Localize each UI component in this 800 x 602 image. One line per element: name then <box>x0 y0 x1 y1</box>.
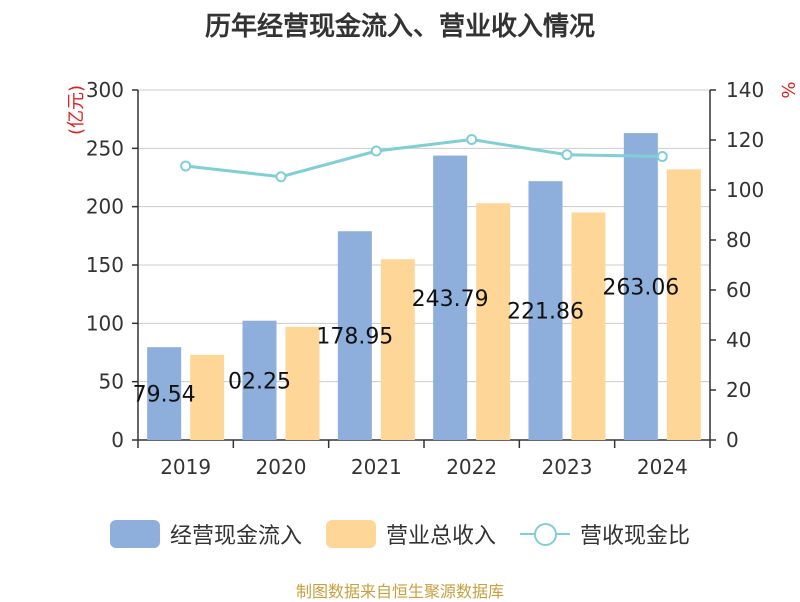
data-label-cash-inflow: 263.06 <box>602 276 679 301</box>
legend-swatch-revenue <box>325 520 376 548</box>
legend-label-revenue: 营业总收入 <box>385 524 496 549</box>
left-tick-label: 250 <box>86 136 124 160</box>
right-tick-label: 0 <box>726 428 739 452</box>
left-tick-label: 50 <box>99 370 124 394</box>
bar-cash-inflow[interactable] <box>528 181 563 440</box>
bar-cash-inflow[interactable] <box>242 320 277 440</box>
chart-title: 历年经营现金流入、营业收入情况 <box>204 12 595 42</box>
data-label-cash-inflow: 243.79 <box>412 287 489 312</box>
legend-label-cash-inflow: 经营现金流入 <box>169 524 302 549</box>
bar-cash-inflow[interactable] <box>147 347 182 440</box>
bar-revenue[interactable] <box>190 354 225 440</box>
line-ratio <box>185 137 663 179</box>
point-ratio[interactable] <box>370 145 382 157</box>
data-label-cash-inflow: 178.95 <box>316 325 393 350</box>
right-tick-label: 100 <box>726 178 764 202</box>
point-ratio[interactable] <box>180 160 192 172</box>
right-tick-label: 80 <box>726 228 751 252</box>
source-note: 制图数据来自恒生聚源数据库 <box>295 582 504 601</box>
x-tick-label: 2021 <box>351 455 402 479</box>
x-tick-label: 2022 <box>446 455 497 479</box>
legend-swatch-ratio <box>520 520 570 548</box>
bar-revenue[interactable] <box>571 212 606 441</box>
legend-item-revenue[interactable]: 营业总收入 <box>325 518 496 550</box>
legend-item-ratio[interactable]: 营收现金比 <box>520 518 690 550</box>
bar-revenue[interactable] <box>666 169 701 441</box>
data-label-cash-inflow: 221.86 <box>507 300 584 325</box>
legend-label-ratio: 营收现金比 <box>580 524 691 549</box>
left-axis-unit: (亿元) <box>66 85 87 135</box>
bar-revenue[interactable] <box>285 326 320 440</box>
right-tick-label: 20 <box>726 378 751 402</box>
x-tick-label: 2019 <box>160 455 211 479</box>
data-label-cash-inflow: 02.25 <box>228 369 291 394</box>
x-tick-label: 2020 <box>256 455 307 479</box>
point-ratio[interactable] <box>656 151 668 162</box>
legend-item-cash-inflow[interactable]: 经营现金流入 <box>109 518 302 550</box>
left-tick-label: 100 <box>86 311 124 335</box>
right-tick-label: 40 <box>726 328 751 352</box>
point-ratio[interactable] <box>466 134 478 145</box>
bar-cash-inflow[interactable] <box>337 231 372 440</box>
bar-cash-inflow[interactable] <box>433 155 468 440</box>
left-tick-label: 200 <box>86 195 124 219</box>
right-tick-label: 60 <box>726 278 751 302</box>
right-tick-label: 140 <box>726 78 764 102</box>
point-ratio[interactable] <box>275 171 287 183</box>
left-tick-label: 300 <box>86 78 124 102</box>
left-tick-label: 150 <box>86 253 124 277</box>
x-tick-label: 2024 <box>637 455 688 479</box>
legend-swatch-cash-inflow <box>109 520 160 548</box>
point-ratio[interactable] <box>561 149 573 161</box>
right-tick-label: 120 <box>726 128 764 152</box>
bar-cash-inflow[interactable] <box>623 133 658 440</box>
x-tick-label: 2023 <box>542 455 593 479</box>
legend: 经营现金流入 营业总收入 营收现金比 <box>0 518 800 550</box>
right-axis-unit: % <box>777 81 798 98</box>
bar-revenue[interactable] <box>380 259 415 440</box>
data-label-cash-inflow: 79.54 <box>133 383 196 408</box>
bar-revenue[interactable] <box>476 203 511 440</box>
left-tick-label: 0 <box>111 428 124 452</box>
